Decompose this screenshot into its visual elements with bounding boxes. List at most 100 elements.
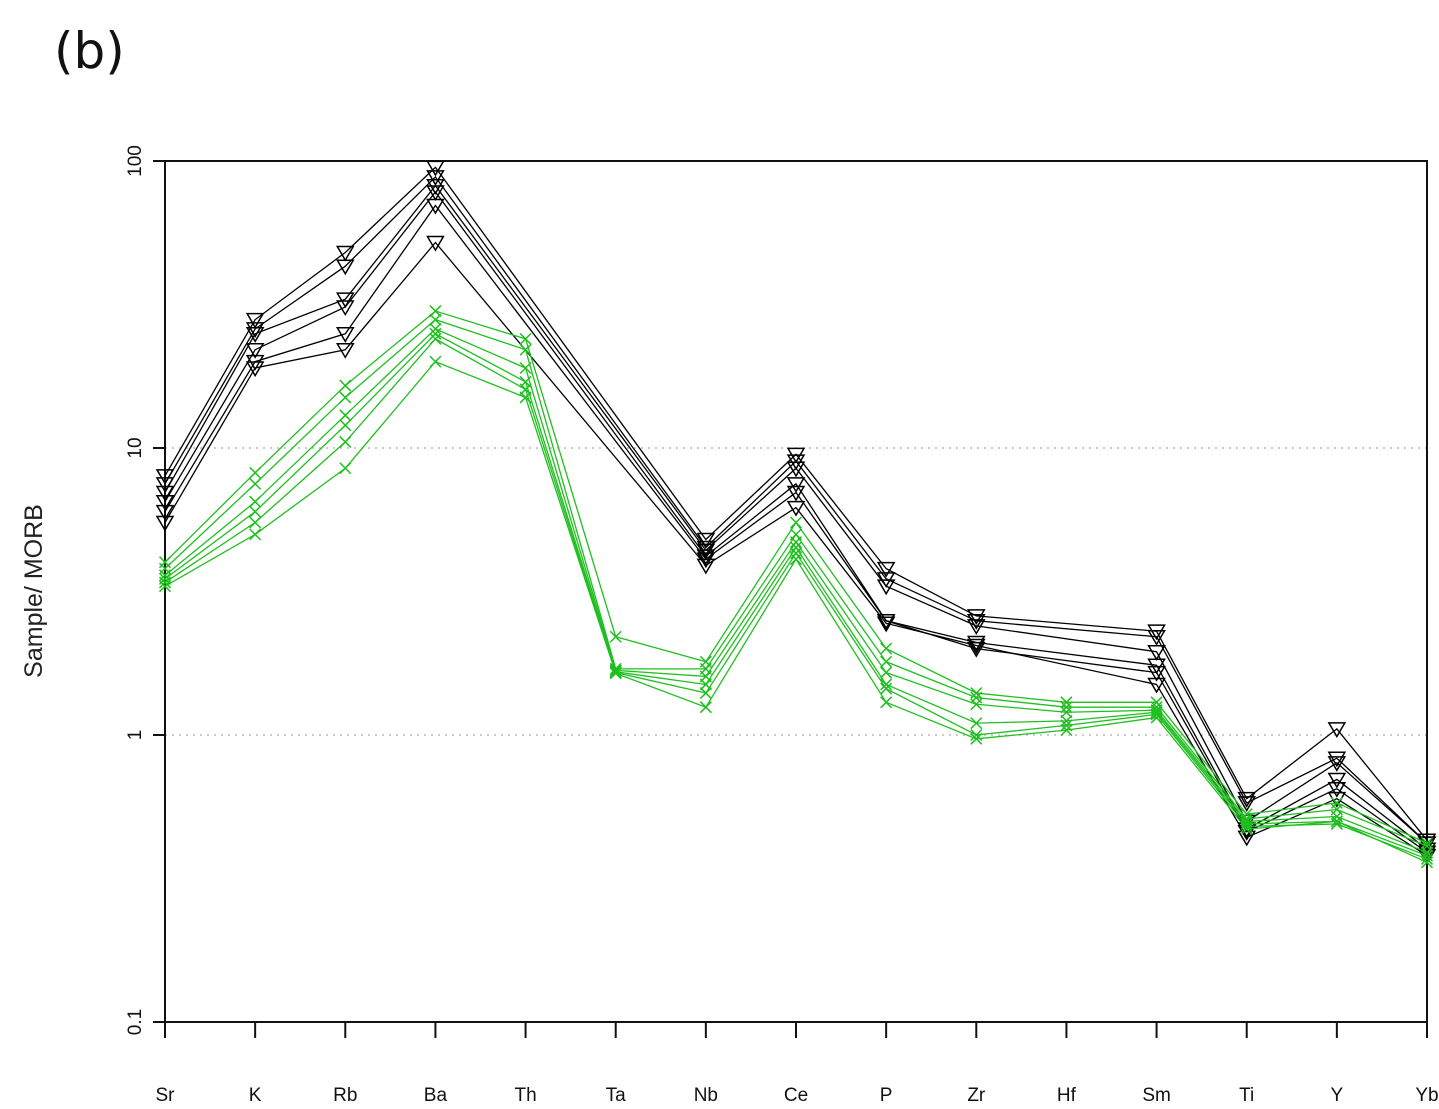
data-point <box>335 300 355 317</box>
data-point <box>429 355 442 368</box>
series-line <box>164 318 1428 847</box>
data-point <box>339 409 352 422</box>
x-tick-label: K <box>249 1085 262 1106</box>
data-point <box>429 327 442 340</box>
data-point <box>1060 696 1073 709</box>
data-point <box>1327 781 1347 798</box>
series-green <box>158 327 1434 862</box>
data-point <box>789 541 803 554</box>
data-point <box>339 419 352 432</box>
data-point <box>789 536 803 549</box>
series-black <box>155 185 1437 859</box>
series-green <box>158 305 1434 850</box>
data-point <box>1327 772 1347 789</box>
data-point <box>1420 856 1434 869</box>
data-point <box>876 561 896 578</box>
x-tick-label: Sm <box>1142 1085 1171 1106</box>
data-point <box>245 342 265 359</box>
data-point <box>1327 722 1347 738</box>
data-point <box>155 504 175 521</box>
x-tick-label: Sr <box>156 1085 176 1106</box>
data-point <box>339 435 352 448</box>
data-point <box>245 322 265 338</box>
data-point <box>970 732 983 745</box>
data-point <box>249 505 262 518</box>
data-point <box>1240 817 1253 830</box>
data-point <box>789 553 803 566</box>
data-point <box>249 516 262 529</box>
data-point <box>519 343 532 356</box>
data-point <box>1330 817 1343 830</box>
data-point <box>609 667 622 680</box>
data-point <box>158 576 172 589</box>
data-point <box>339 462 352 475</box>
data-point <box>249 495 262 508</box>
data-point <box>519 361 532 375</box>
series-green <box>158 322 1434 859</box>
data-point <box>426 160 445 177</box>
data-point <box>429 305 442 318</box>
data-point <box>339 379 352 392</box>
data-point <box>786 485 806 502</box>
data-point <box>970 698 983 711</box>
x-tick-label: Rb <box>333 1085 357 1106</box>
y-axis-label: Sample/ MORB <box>20 504 48 678</box>
x-tick-label: Y <box>1331 1085 1344 1106</box>
data-point <box>966 614 986 630</box>
x-tick-label: Ti <box>1239 1085 1254 1106</box>
data-point <box>249 466 262 479</box>
series-group <box>155 160 1437 869</box>
series-line <box>164 241 1428 857</box>
x-tick-label: Th <box>514 1085 536 1106</box>
data-point <box>876 616 896 633</box>
data-point <box>426 170 445 187</box>
data-point <box>786 461 806 478</box>
data-point <box>249 477 262 490</box>
x-tick-label: Ba <box>424 1085 448 1106</box>
data-point <box>970 717 983 730</box>
panel-label: (b) <box>54 22 125 80</box>
data-point <box>1327 751 1347 768</box>
data-point <box>335 259 355 276</box>
data-point <box>1147 645 1166 661</box>
data-point <box>426 235 445 252</box>
data-point <box>880 655 893 668</box>
x-tick-label: Nb <box>694 1085 718 1106</box>
series-line <box>164 190 1428 850</box>
data-point <box>880 696 893 709</box>
data-point <box>1330 815 1343 828</box>
data-point <box>429 313 442 326</box>
data-point <box>786 477 806 493</box>
data-point <box>699 701 712 714</box>
data-point <box>426 198 445 215</box>
x-tick-label: Zr <box>967 1085 986 1106</box>
data-point <box>335 342 355 359</box>
data-point <box>1237 796 1257 812</box>
series-line <box>164 204 1428 853</box>
x-tick-label: Ce <box>784 1085 808 1106</box>
data-point <box>789 547 803 560</box>
data-point <box>245 312 265 329</box>
series-black <box>155 235 1437 865</box>
data-point <box>789 516 803 529</box>
series-line <box>164 328 1428 853</box>
y-tick-label: 0.1 <box>125 1009 146 1035</box>
x-tick-label: Yb <box>1415 1085 1438 1106</box>
data-point <box>786 500 806 517</box>
data-point <box>1150 706 1163 719</box>
x-tick-label: Hf <box>1057 1085 1077 1106</box>
data-point <box>426 185 445 202</box>
data-point <box>519 332 532 345</box>
data-point <box>966 609 986 625</box>
y-tick-label: 100 <box>125 145 146 177</box>
data-point <box>696 540 716 557</box>
series-black <box>155 160 1437 850</box>
data-point <box>1420 840 1434 853</box>
data-point <box>1060 706 1073 719</box>
series-line <box>164 175 1428 844</box>
data-point <box>1420 852 1434 865</box>
data-point <box>245 361 265 378</box>
data-point <box>966 619 986 635</box>
series-line <box>164 332 1428 857</box>
